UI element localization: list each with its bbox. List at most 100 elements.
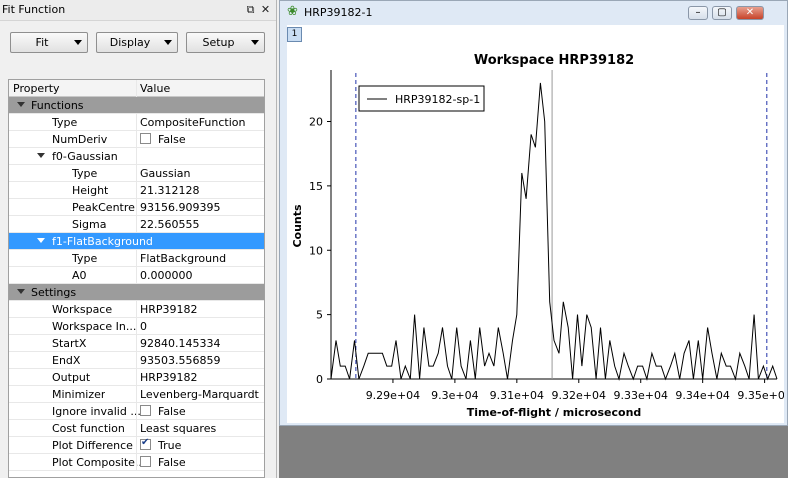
group-settings[interactable]: Settings [9, 284, 264, 301]
row-cost-function[interactable]: Cost function Least squares [9, 420, 264, 437]
row-workspace[interactable]: Workspace HRP39182 [9, 301, 264, 318]
row-value[interactable]: 22.560555 [140, 218, 200, 231]
row-f0-gaussian[interactable]: f0-Gaussian [9, 148, 264, 165]
row-label: Type [52, 116, 78, 129]
x-tick-label: 9.31e+04 [490, 389, 544, 402]
workspace-background [279, 426, 788, 478]
row-label: Minimizer [52, 388, 106, 401]
value-column-header[interactable]: Value [140, 82, 171, 95]
fit-button[interactable]: Fit [10, 32, 88, 53]
row-value[interactable]: 0.000000 [140, 269, 193, 282]
row-sigma[interactable]: Sigma 22.560555 [9, 216, 264, 233]
row-f1-flatbackground[interactable]: f1-FlatBackground [9, 233, 264, 250]
row-label: PeakCentre [72, 201, 135, 214]
row-label: Output [52, 371, 91, 384]
row-value: False [158, 405, 186, 418]
property-grid[interactable]: Property Value Functions Type CompositeF… [8, 79, 265, 478]
grid-header: Property Value [9, 80, 264, 97]
legend[interactable]: HRP39182-sp-1 [358, 85, 485, 112]
row-f1-type[interactable]: Type FlatBackground [9, 250, 264, 267]
row-value[interactable]: 93156.909395 [140, 201, 221, 214]
row-type[interactable]: Type CompositeFunction [9, 114, 264, 131]
row-label: Ignore invalid ... [52, 405, 141, 418]
row-label: Plot Difference [52, 439, 133, 452]
row-endx[interactable]: EndX 93503.556859 [9, 352, 264, 369]
dock-title-bar: Fit Function ⧉ ✕ [0, 0, 276, 21]
row-label: Plot Composite... [52, 456, 146, 469]
row-value[interactable]: Levenberg-Marquardt [140, 388, 259, 401]
row-value[interactable]: 93503.556859 [140, 354, 221, 367]
x-tick-label: 9.34e+04 [675, 389, 729, 402]
fit-button-label: Fit [35, 36, 49, 49]
plot-area[interactable]: 1 Workspace HRP39182 Time-of-flight / mi… [287, 25, 788, 423]
layer-badge[interactable]: 1 [287, 27, 302, 42]
row-label: Sigma [72, 218, 107, 231]
row-peakcentre[interactable]: PeakCentre 93156.909395 [9, 199, 264, 216]
row-workspace-index[interactable]: Workspace In... 0 [9, 318, 264, 335]
chart-marks [330, 70, 778, 381]
dock-title: Fit Function [2, 3, 66, 16]
row-f0-type[interactable]: Type Gaussian [9, 165, 264, 182]
row-label: Type [72, 167, 98, 180]
x-tick-label: 9.29e+04 [366, 389, 420, 402]
close-button[interactable]: ✕ [736, 6, 764, 20]
row-output[interactable]: Output HRP39182 [9, 369, 264, 386]
row-label: f0-Gaussian [52, 150, 118, 163]
maximize-button[interactable]: ▢ [712, 6, 732, 20]
row-ignore-invalid[interactable]: Ignore invalid ... False [9, 403, 264, 420]
row-label: StartX [52, 337, 87, 350]
row-value[interactable]: 0 [140, 320, 147, 333]
row-minimizer[interactable]: Minimizer Levenberg-Marquardt [9, 386, 264, 403]
expand-arrow-icon[interactable] [37, 153, 45, 158]
row-value[interactable]: Gaussian [140, 167, 191, 180]
group-functions[interactable]: Functions [9, 97, 264, 114]
minimize-button[interactable]: – [688, 6, 708, 20]
numderiv-checkbox[interactable] [140, 133, 151, 144]
expand-arrow-icon[interactable] [37, 238, 45, 243]
row-plot-difference[interactable]: Plot Difference True [9, 437, 264, 454]
property-column-header[interactable]: Property [13, 82, 60, 95]
y-axis-label: Counts [291, 204, 304, 248]
row-label: Cost function [52, 422, 125, 435]
display-button[interactable]: Display [96, 32, 178, 53]
plot-composite-checkbox[interactable] [140, 456, 151, 467]
expand-arrow-icon[interactable] [17, 102, 25, 107]
row-startx[interactable]: StartX 92840.145334 [9, 335, 264, 352]
row-value[interactable]: Least squares [140, 422, 217, 435]
setup-button-label: Setup [202, 36, 235, 49]
y-tick-label: 5 [316, 309, 323, 322]
expand-arrow-icon[interactable] [17, 289, 25, 294]
x-tick-label: 9.32e+04 [552, 389, 606, 402]
row-value[interactable]: 92840.145334 [140, 337, 221, 350]
row-value: False [158, 456, 186, 469]
x-tick-label: 9.33e+04 [613, 389, 667, 402]
plot-difference-checkbox[interactable] [140, 437, 151, 450]
y-tick-label: 10 [309, 244, 323, 257]
y-tick-label: 20 [309, 116, 323, 129]
row-plot-composite[interactable]: Plot Composite... False [9, 454, 264, 471]
row-value[interactable]: HRP39182 [140, 371, 198, 384]
chevron-down-icon [251, 40, 259, 45]
row-label: NumDeriv [52, 133, 108, 146]
axes: 0 5 10 15 20 9.29e+04 9.3e+04 9.31e+04 9.32e+04 9… [309, 70, 788, 402]
float-icon[interactable]: ⧉ [246, 3, 255, 16]
row-label: A0 [72, 269, 87, 282]
row-label: Workspace [52, 303, 113, 316]
row-label: f1-FlatBackground [52, 235, 153, 248]
setup-button[interactable]: Setup [186, 32, 265, 53]
row-value[interactable]: CompositeFunction [140, 116, 246, 129]
row-label: Workspace In... [52, 320, 137, 333]
x-tick-label: 9.35e+04 [737, 389, 784, 402]
chevron-down-icon [164, 40, 172, 45]
row-value[interactable]: FlatBackground [140, 252, 227, 265]
row-numderiv[interactable]: NumDeriv False [9, 131, 264, 148]
ignore-invalid-checkbox[interactable] [140, 405, 151, 416]
close-icon[interactable]: ✕ [260, 3, 271, 16]
row-label: Height [72, 184, 109, 197]
group-label: Settings [31, 286, 77, 299]
chart-svg[interactable]: Workspace HRP39182 Time-of-flight / micr… [287, 25, 788, 423]
row-height[interactable]: Height 21.312128 [9, 182, 264, 199]
row-value[interactable]: HRP39182 [140, 303, 198, 316]
row-value[interactable]: 21.312128 [140, 184, 200, 197]
row-a0[interactable]: A0 0.000000 [9, 267, 264, 284]
